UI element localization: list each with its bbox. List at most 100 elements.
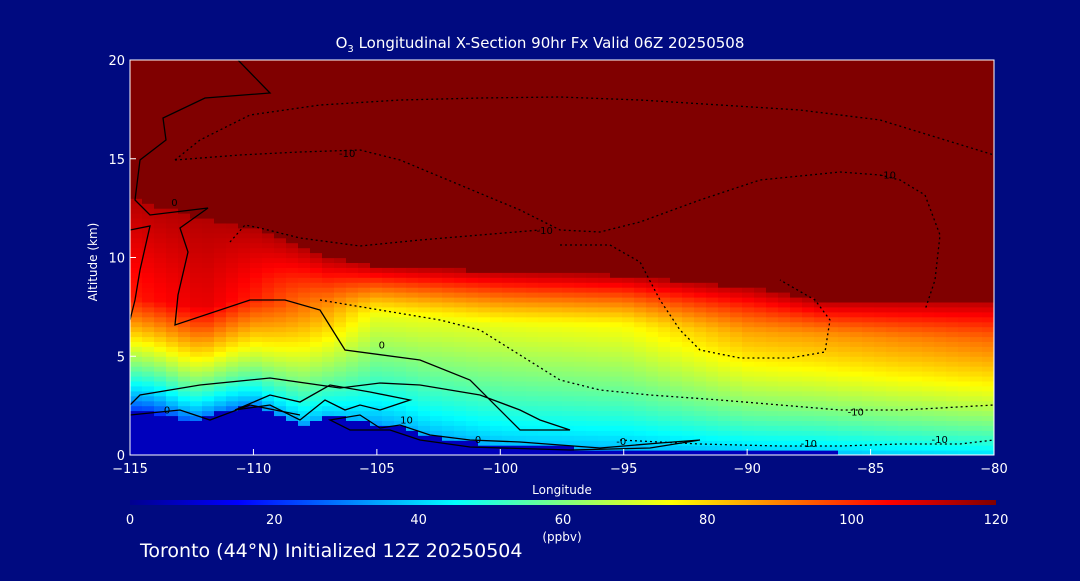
field-cell xyxy=(142,247,155,254)
field-cell xyxy=(322,405,335,412)
field-cell xyxy=(610,153,623,160)
field-cell xyxy=(790,237,803,244)
field-cell xyxy=(562,237,575,244)
field-cell xyxy=(790,163,803,170)
field-cell xyxy=(142,119,155,125)
field-cell xyxy=(706,272,719,278)
field-cell xyxy=(586,430,599,436)
field-cell xyxy=(382,282,395,288)
field-cell xyxy=(226,183,239,189)
field-cell xyxy=(466,361,479,367)
field-cell xyxy=(442,99,455,105)
field-cell xyxy=(610,208,623,214)
field-cell xyxy=(346,361,359,367)
field-cell xyxy=(502,94,515,101)
field-cell xyxy=(310,69,323,76)
field-cell xyxy=(286,64,299,71)
field-cell xyxy=(178,272,191,278)
field-cell xyxy=(370,218,383,224)
field-cell xyxy=(706,435,719,441)
field-cell xyxy=(262,371,275,377)
field-cell xyxy=(526,321,539,328)
field-cell xyxy=(214,321,227,328)
field-cell xyxy=(310,361,323,367)
field-cell xyxy=(670,292,683,298)
field-cell xyxy=(202,218,215,224)
field-cell xyxy=(262,301,275,308)
field-cell xyxy=(646,267,659,273)
field-cell xyxy=(862,198,875,204)
field-cell xyxy=(622,316,635,323)
field-cell xyxy=(358,440,371,446)
field-cell xyxy=(310,208,323,214)
field-cell xyxy=(574,69,587,76)
field-cell xyxy=(526,183,539,189)
field-cell xyxy=(610,257,623,263)
field-cell xyxy=(778,420,791,426)
field-cell xyxy=(826,129,839,135)
field-cell xyxy=(634,262,647,268)
field-cell xyxy=(454,99,467,105)
field-cell xyxy=(154,430,167,436)
field-cell xyxy=(670,134,683,140)
field-cell xyxy=(730,168,743,175)
field-cell xyxy=(202,64,215,71)
field-cell xyxy=(310,366,323,372)
field-cell xyxy=(370,139,383,145)
field-cell xyxy=(802,227,815,234)
field-cell xyxy=(538,351,551,357)
field-cell xyxy=(166,301,179,308)
field-cell xyxy=(166,306,179,313)
field-cell xyxy=(586,208,599,214)
field-cell xyxy=(298,89,311,96)
field-cell xyxy=(502,218,515,224)
field-cell xyxy=(214,208,227,214)
field-cell xyxy=(322,277,335,283)
field-cell xyxy=(598,371,611,377)
field-cell xyxy=(274,89,287,96)
field-cell xyxy=(346,178,359,184)
field-cell xyxy=(706,371,719,377)
field-cell xyxy=(586,104,599,110)
field-cell xyxy=(790,178,803,184)
field-cell xyxy=(730,94,743,101)
field-cell xyxy=(730,208,743,214)
field-cell xyxy=(634,282,647,288)
field-cell xyxy=(262,203,275,209)
field-cell xyxy=(814,336,827,342)
field-cell xyxy=(214,178,227,184)
field-cell xyxy=(466,366,479,372)
field-cell xyxy=(298,237,311,244)
field-cell xyxy=(358,168,371,175)
field-cell xyxy=(190,336,203,342)
field-cell xyxy=(802,237,815,244)
field-cell xyxy=(634,193,647,199)
field-cell xyxy=(850,183,863,189)
field-cell xyxy=(382,232,395,239)
field-cell xyxy=(478,148,491,155)
field-cell xyxy=(250,104,263,110)
field-cell xyxy=(190,218,203,224)
field-cell xyxy=(634,129,647,135)
field-cell xyxy=(238,301,251,308)
field-cell xyxy=(226,341,239,347)
field-cell xyxy=(286,168,299,175)
field-cell xyxy=(658,380,671,387)
field-cell xyxy=(274,84,287,91)
field-cell xyxy=(622,178,635,184)
field-cell xyxy=(442,301,455,308)
field-cell xyxy=(850,139,863,145)
field-cell xyxy=(322,425,335,431)
field-cell xyxy=(682,173,695,180)
field-cell xyxy=(202,336,215,342)
field-cell xyxy=(790,445,803,451)
field-cell xyxy=(598,222,611,229)
field-cell xyxy=(154,183,167,189)
field-cell xyxy=(478,420,491,426)
field-cell xyxy=(310,331,323,338)
field-cell xyxy=(790,301,803,308)
field-cell xyxy=(766,74,779,81)
field-cell xyxy=(766,297,779,303)
field-cell xyxy=(814,109,827,115)
field-cell xyxy=(622,292,635,298)
